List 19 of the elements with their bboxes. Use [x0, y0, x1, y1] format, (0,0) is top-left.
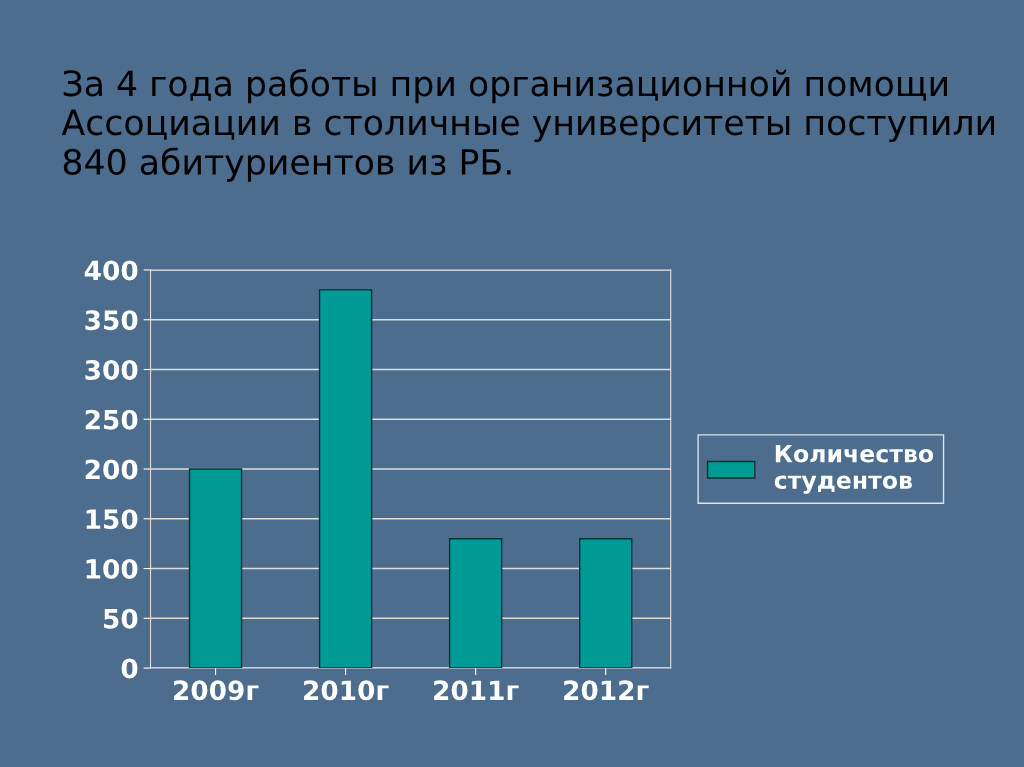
bar: [448, 537, 503, 669]
y-tick-label: 100: [86, 558, 138, 579]
y-tick-label: 250: [85, 409, 138, 430]
y-tick-label: 350: [85, 310, 138, 331]
x-tick-label: 2011г: [434, 680, 519, 701]
y-tick-label: 0: [121, 658, 138, 679]
legend-label: Количество студентов: [774, 445, 934, 494]
x-tick-label: 2012г: [564, 680, 649, 701]
bar: [188, 468, 243, 669]
y-tick-label: 400: [84, 260, 138, 281]
y-tick-label: 150: [86, 509, 138, 530]
y-tick-label: 200: [85, 459, 138, 480]
x-tick-label: 2010г: [304, 680, 389, 701]
bar: [318, 289, 373, 669]
chart-title: За 4 года работы при организационной помощи Ассоциации в столичные университеты поступили 840 абитуриентов из РБ.: [61, 69, 995, 182]
bar: [578, 537, 633, 669]
y-tick-label: 50: [104, 608, 138, 629]
y-tick-label: 300: [85, 359, 138, 380]
x-tick-label: 2009г: [174, 680, 259, 701]
